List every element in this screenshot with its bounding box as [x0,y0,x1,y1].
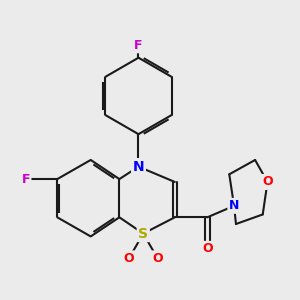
Text: S: S [138,226,148,241]
Text: O: O [262,176,273,188]
Text: N: N [229,199,239,212]
Text: F: F [134,39,143,52]
Text: O: O [202,242,213,255]
Text: F: F [22,172,30,186]
Text: O: O [152,252,163,265]
Text: N: N [133,160,144,174]
Text: O: O [124,252,134,265]
